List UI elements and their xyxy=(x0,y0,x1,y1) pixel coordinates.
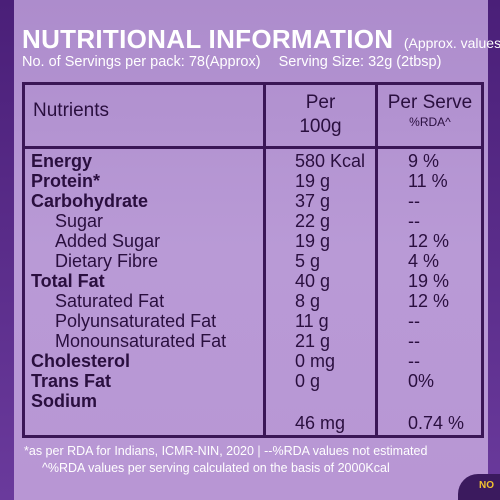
corner-label: NO xyxy=(479,480,494,491)
table-row: Protein* 19 g 11 % xyxy=(25,171,481,191)
per-100g-value: 0 mg xyxy=(295,351,336,371)
title-note: (Approx. values) xyxy=(403,35,500,51)
header-divider xyxy=(25,146,481,149)
nutrient-name: Monounsaturated Fat xyxy=(55,331,227,351)
per-100g-value: 5 g xyxy=(295,251,321,271)
nutrient-name: Sodium xyxy=(31,391,97,411)
column-header-nutrients: Nutrients xyxy=(33,100,110,121)
nutrient-rows: Energy 580 Kcal 9 % Protein* 19 g 11 % C… xyxy=(25,151,481,433)
rda-value: 0.74 % xyxy=(408,413,465,433)
servings-per-pack: No. of Servings per pack: 78(Approx) xyxy=(22,54,261,70)
rda-value: 12 % xyxy=(408,291,450,311)
rda-value: 9 % xyxy=(408,151,440,171)
nutrient-name: Added Sugar xyxy=(55,231,161,251)
per-100g-value: 580 Kcal xyxy=(295,151,366,171)
rda-value: -- xyxy=(408,331,420,351)
nutrient-name: Saturated Fat xyxy=(55,291,165,311)
per-100g-value: 21 g xyxy=(295,331,331,351)
rda-value: -- xyxy=(408,211,420,231)
nutrient-name: Dietary Fibre xyxy=(55,251,159,271)
nutrient-name: Total Fat xyxy=(31,271,105,291)
nutrient-name: Carbohydrate xyxy=(31,191,149,211)
table-row: Added Sugar 19 g 12 % xyxy=(25,231,481,251)
table-row: Monounsaturated Fat 21 g -- xyxy=(25,331,481,351)
rda-value: 0% xyxy=(408,371,435,391)
column-header-serve: Per Serve xyxy=(387,92,473,113)
package-corner-graphic xyxy=(458,474,500,500)
table-row: Trans Fat 0 g 0% xyxy=(25,371,481,391)
rda-value: 12 % xyxy=(408,231,450,251)
table-row: Carbohydrate 37 g -- xyxy=(25,191,481,211)
column-header-rda: %RDA^ xyxy=(409,115,451,129)
package-edge-right xyxy=(488,0,500,500)
rda-value: -- xyxy=(408,351,420,371)
table-row: Energy 580 Kcal 9 % xyxy=(25,151,481,171)
per-100g-value: 19 g xyxy=(295,171,331,191)
nutrient-name: Protein* xyxy=(31,171,101,191)
per-100g-value: 19 g xyxy=(295,231,331,251)
per-100g-value: 40 g xyxy=(295,271,331,291)
nutrient-name: Energy xyxy=(31,151,93,171)
column-divider xyxy=(375,85,378,435)
table-row: Sodium 46 mg 0.74 % xyxy=(25,391,481,433)
footnote-rda-basis: ^%RDA values per serving calculated on t… xyxy=(42,461,390,475)
nutrition-title: NUTRITIONAL INFORMATION xyxy=(22,24,394,54)
column-header-per-100g: Per 100g xyxy=(266,91,375,139)
per-100g-value: 8 g xyxy=(295,291,321,311)
column-header-per: Per xyxy=(305,92,336,113)
serving-info: No. of Servings per pack: 78(Approx) Ser… xyxy=(22,54,441,70)
table-row: Saturated Fat 8 g 12 % xyxy=(25,291,481,311)
per-100g-value: 46 mg xyxy=(295,413,346,433)
table-row: Sugar 22 g -- xyxy=(25,211,481,231)
table-row: Polyunsaturated Fat 11 g -- xyxy=(25,311,481,331)
nutrition-table: Nutrients Per 100g Per Serve %RDA^ Energ… xyxy=(22,82,484,438)
nutrient-name: Cholesterol xyxy=(31,351,131,371)
table-row: Cholesterol 0 mg -- xyxy=(25,351,481,371)
table-row: Dietary Fibre 5 g 4 % xyxy=(25,251,481,271)
column-header-100g: 100g xyxy=(299,116,342,137)
serving-size: Serving Size: 32g (2tbsp) xyxy=(278,54,442,70)
rda-value: 19 % xyxy=(408,271,450,291)
column-divider xyxy=(263,85,266,435)
per-100g-value: 11 g xyxy=(295,311,329,331)
rda-value: 4 % xyxy=(408,251,440,271)
per-100g-value: 37 g xyxy=(295,191,331,211)
nutrient-name: Trans Fat xyxy=(31,371,112,391)
column-header-per-serve: Per Serve %RDA^ xyxy=(378,91,482,129)
rda-value: -- xyxy=(408,191,420,211)
rda-value: -- xyxy=(408,311,420,331)
package-edge-left xyxy=(0,0,14,500)
per-100g-value: 22 g xyxy=(295,211,331,231)
footnote-rda-source: *as per RDA for Indians, ICMR-NIN, 2020 … xyxy=(24,444,428,458)
nutrient-name: Sugar xyxy=(55,211,104,231)
per-100g-value: 0 g xyxy=(295,371,321,391)
title-row: NUTRITIONAL INFORMATION (Approx. values) xyxy=(22,24,500,55)
table-row: Total Fat 40 g 19 % xyxy=(25,271,481,291)
nutrient-name: Polyunsaturated Fat xyxy=(55,311,217,331)
rda-value: 11 % xyxy=(408,171,448,191)
